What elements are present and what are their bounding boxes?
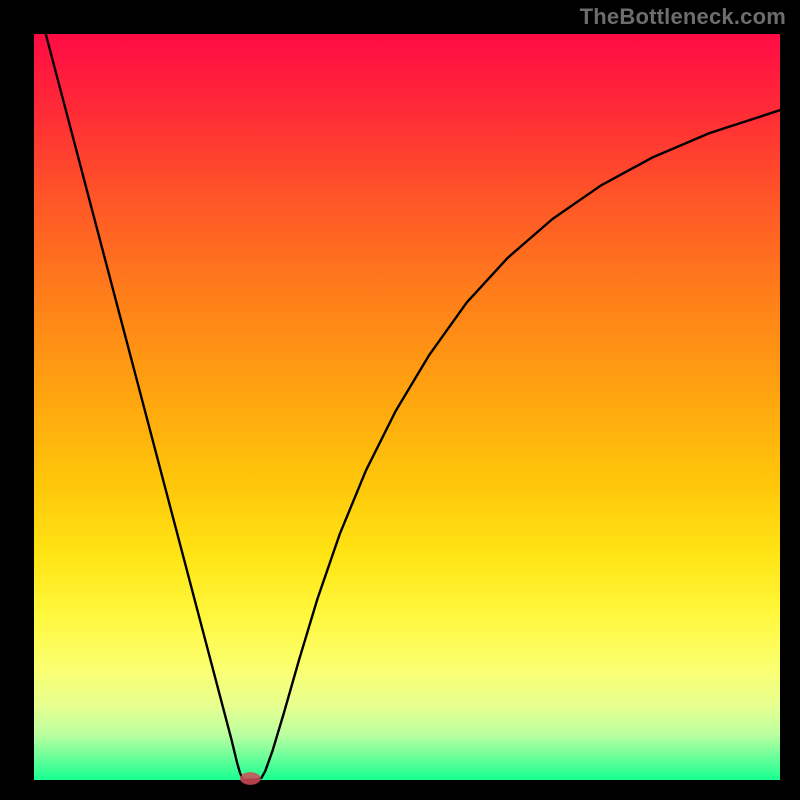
watermark-text: TheBottleneck.com <box>580 4 786 30</box>
plot-background <box>34 34 780 780</box>
minimum-marker <box>240 772 261 785</box>
bottleneck-chart <box>0 0 800 800</box>
chart-frame: TheBottleneck.com <box>0 0 800 800</box>
